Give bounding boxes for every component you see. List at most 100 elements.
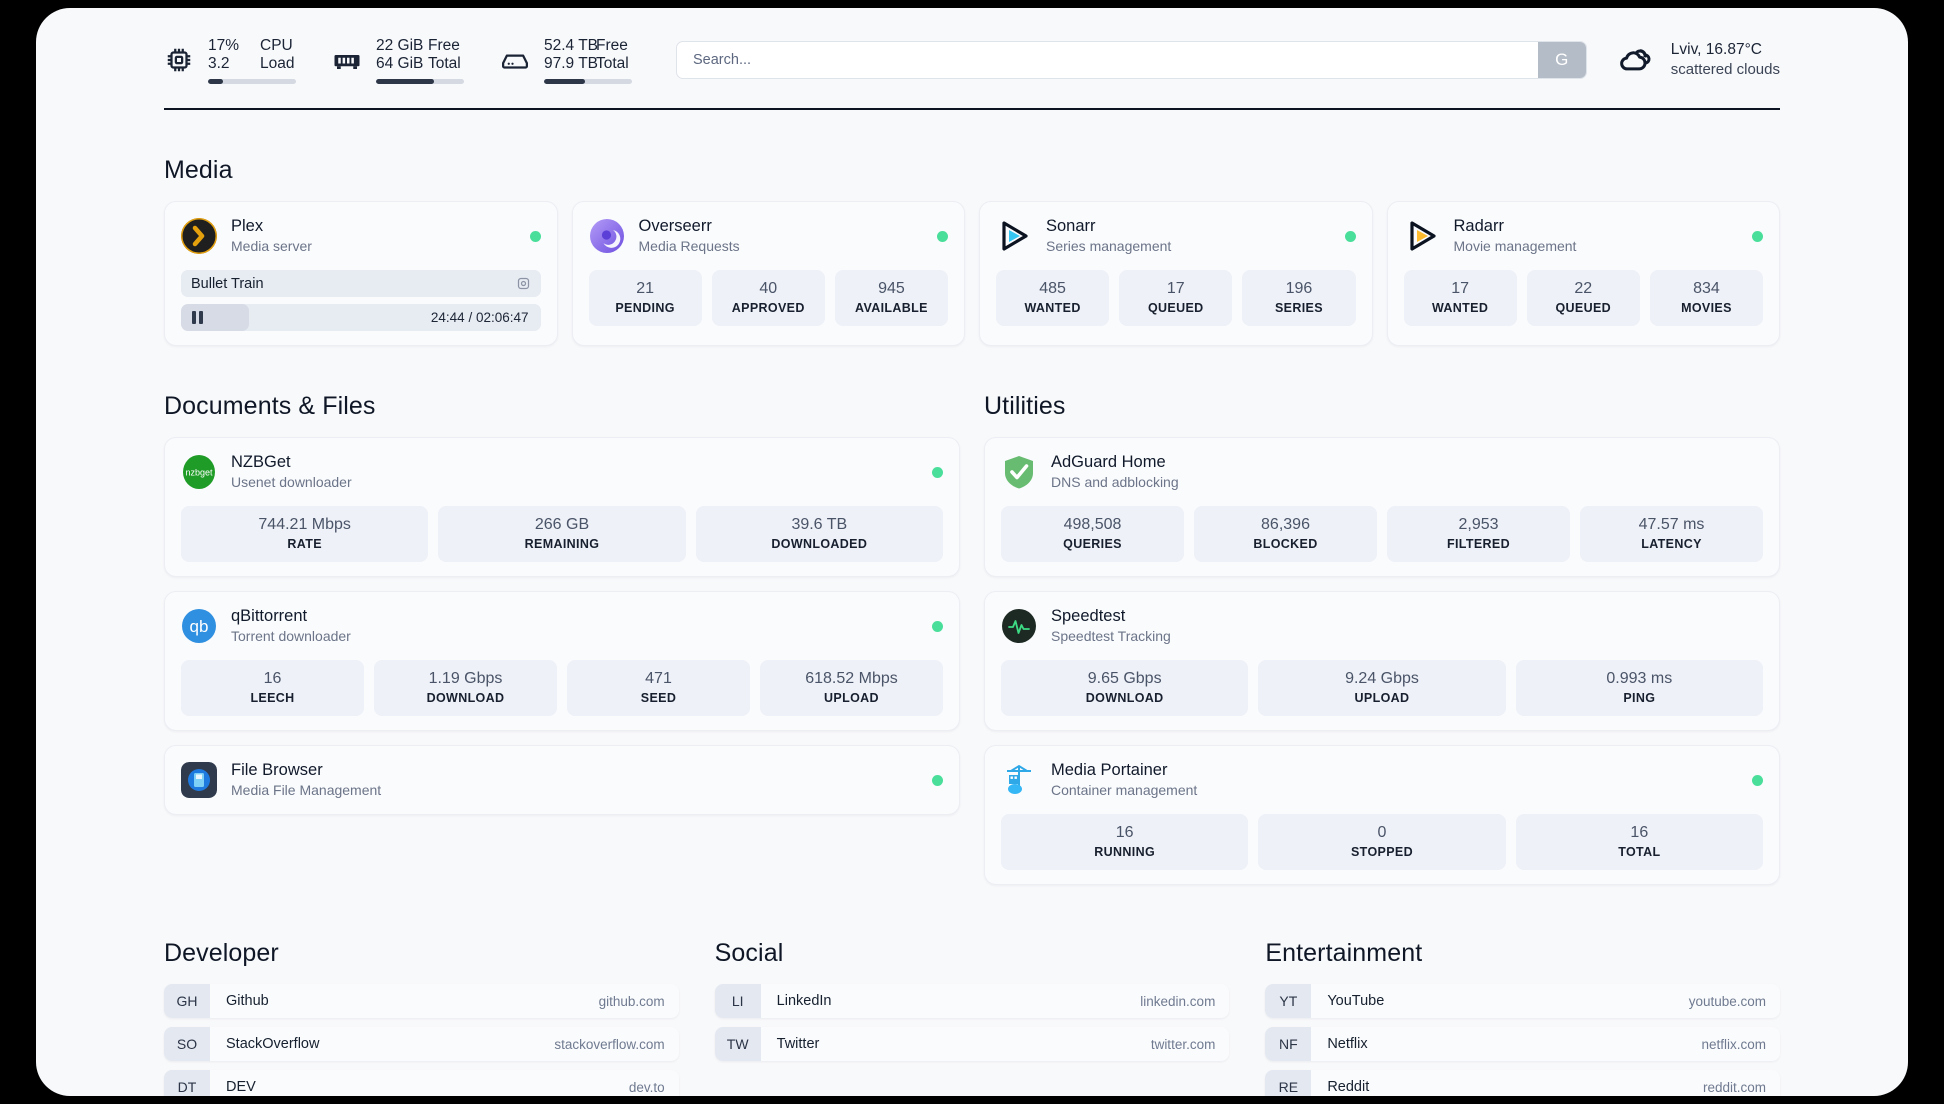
stat-box: 40 APPROVED (711, 270, 825, 326)
now-playing-progress-bar[interactable]: 24:44 / 02:06:47 (181, 304, 541, 331)
card-header: Radarr Movie management (1404, 216, 1763, 256)
bookmark-abbr: RE (1265, 1070, 1312, 1096)
service-card-adguard-home[interactable]: AdGuard Home DNS and adblocking 498,508 … (984, 437, 1780, 577)
bookmark-abbr: NF (1265, 1027, 1312, 1061)
nzbget-icon: nzbget (181, 454, 217, 490)
search-input[interactable] (677, 42, 1538, 78)
stat-value: 498,508 (1063, 516, 1122, 533)
status-dot-online (937, 230, 948, 242)
cpu-load-label: Load (260, 54, 295, 72)
service-card-speedtest[interactable]: Speedtest Speedtest Tracking 9.65 Gbps D… (984, 591, 1780, 731)
stat-box: 485 WANTED (996, 270, 1110, 326)
service-card-file-browser[interactable]: File Browser Media File Management (164, 745, 960, 815)
stat-box: 498,508 QUERIES (1001, 506, 1184, 562)
service-name: NZBGet (231, 453, 291, 471)
stat-box: 17 QUEUED (1119, 270, 1233, 326)
stats-row: 17 WANTED 22 QUEUED 834 MOVIES (1403, 270, 1764, 326)
stat-label: MOVIES (1681, 301, 1732, 315)
google-search-button[interactable]: G (1537, 42, 1586, 78)
service-card-plex[interactable]: Plex Media server Bullet Train 24:44 / 0… (164, 201, 558, 346)
cpu-load-value: 3.2 (208, 54, 230, 72)
service-card-sonarr[interactable]: Sonarr Series management 485 WANTED 17 Q… (979, 201, 1373, 346)
service-subtitle: Speedtest Tracking (1051, 628, 1171, 644)
bookmark-group-social: Social LI LinkedIn linkedin.com TW Twitt… (714, 893, 1230, 1096)
service-subtitle: Media server (231, 238, 312, 254)
service-subtitle: Media Requests (638, 238, 740, 254)
search-bar[interactable]: G (676, 41, 1587, 79)
stats-row: 16 RUNNING 0 STOPPED 16 TOTAL (1001, 814, 1763, 870)
service-card-radarr[interactable]: Radarr Movie management 17 WANTED 22 QUE… (1386, 201, 1780, 346)
cpu-stat-group: 17% 3.2 CPU Load (164, 37, 298, 84)
stat-box: 39.6 TB DOWNLOADED (695, 506, 943, 562)
bookmark-abbr: DT (164, 1070, 210, 1096)
bookmark-item-twitter[interactable]: TW Twitter twitter.com (714, 1027, 1230, 1061)
bookmark-url: youtube.com (1688, 993, 1766, 1009)
service-name: AdGuard Home (1051, 453, 1166, 471)
memory-total-value: 64 GiB (376, 54, 424, 72)
gear-icon[interactable] (516, 276, 531, 291)
adguard-icon (1001, 454, 1037, 490)
bookmark-item-netflix[interactable]: NF Netflix netflix.com (1265, 1027, 1780, 1061)
stat-box: 266 GB REMAINING (438, 506, 686, 562)
bookmark-item-dev[interactable]: DT DEV dev.to (164, 1070, 679, 1096)
service-card-overseerr[interactable]: Overseerr Media Requests 21 PENDING 40 A… (571, 201, 965, 346)
stat-value: 16 (263, 670, 282, 687)
bookmark-url: twitter.com (1150, 1036, 1216, 1052)
bookmark-name: Github (226, 993, 269, 1009)
dashboard-page: 17% 3.2 CPU Load (36, 8, 1908, 1096)
stat-box: 0.993 ms PING (1515, 660, 1763, 716)
service-subtitle: Media File Management (231, 782, 382, 798)
card-header: Sonarr Series management (996, 216, 1356, 256)
weather-condition: scattered clouds (1670, 61, 1780, 78)
service-name: qBittorrent (231, 607, 308, 625)
service-subtitle: Container management (1051, 782, 1198, 798)
pause-icon[interactable] (192, 311, 203, 324)
section-title-media: Media (164, 156, 233, 184)
stat-label: WANTED (1024, 301, 1081, 315)
bookmark-item-reddit[interactable]: RE Reddit reddit.com (1265, 1070, 1780, 1096)
bookmark-name: Reddit (1327, 1079, 1370, 1095)
radarr-icon (1404, 218, 1440, 254)
service-card-media-portainer[interactable]: Media Portainer Container management 16 … (984, 745, 1780, 885)
stat-label: LATENCY (1641, 537, 1702, 551)
stat-value: 17 (1451, 280, 1469, 297)
cpu-label: CPU (260, 36, 293, 54)
ram-icon (332, 45, 362, 75)
service-card-nzbget[interactable]: nzbget NZBGet Usenet downloader 744.21 M… (164, 437, 960, 577)
service-card-qbittorrent[interactable]: qb qBittorrent Torrent downloader 16 (164, 591, 960, 731)
cpu-icon (164, 45, 194, 75)
card-header: Plex Media server (181, 216, 541, 256)
stat-box: 22 QUEUED (1526, 270, 1640, 326)
stat-value: 196 (1285, 280, 1313, 297)
bookmark-item-linkedin[interactable]: LI LinkedIn linkedin.com (714, 984, 1230, 1018)
bookmark-name: StackOverflow (226, 1036, 320, 1052)
memory-stat-group: 22 GiB 64 GiB Free Total (332, 37, 466, 84)
stat-box: 9.65 Gbps DOWNLOAD (1001, 660, 1249, 716)
stats-row: 498,508 QUERIES 86,396 BLOCKED 2,953 FIL… (1001, 506, 1763, 562)
stats-row: 9.65 Gbps DOWNLOAD 9.24 Gbps UPLOAD 0.99… (1001, 660, 1763, 716)
media-card-grid: Plex Media server Bullet Train 24:44 / 0… (164, 201, 1780, 346)
bookmark-item-youtube[interactable]: YT YouTube youtube.com (1265, 984, 1780, 1018)
bookmark-url: stackoverflow.com (554, 1036, 665, 1052)
stat-label: APPROVED (731, 301, 805, 315)
scattered-clouds-icon (1617, 41, 1655, 79)
bookmark-item-github[interactable]: GH Github github.com (164, 984, 679, 1018)
bookmark-item-stackoverflow[interactable]: SO StackOverflow stackoverflow.com (164, 1027, 679, 1061)
stat-label: SERIES (1274, 301, 1323, 315)
bookmark-abbr: LI (714, 984, 761, 1018)
stat-label: RUNNING (1094, 845, 1156, 859)
svg-text:nzbget: nzbget (185, 468, 213, 478)
speedtest-icon (1001, 608, 1037, 644)
bookmark-group-title: Developer (164, 939, 279, 967)
stat-label: REMAINING (524, 537, 600, 551)
plex-icon (181, 218, 217, 254)
now-playing-title-bar: Bullet Train (181, 270, 541, 297)
bookmark-url: reddit.com (1702, 1079, 1766, 1095)
stat-box: 16 TOTAL (1515, 814, 1763, 870)
stat-box: 196 SERIES (1242, 270, 1356, 326)
stat-box: 2,953 FILTERED (1387, 506, 1570, 562)
memory-total-label: Total (428, 54, 461, 72)
bookmark-url: github.com (598, 993, 665, 1009)
stat-label: TOTAL (1618, 845, 1661, 859)
bookmark-name: Twitter (776, 1036, 820, 1052)
